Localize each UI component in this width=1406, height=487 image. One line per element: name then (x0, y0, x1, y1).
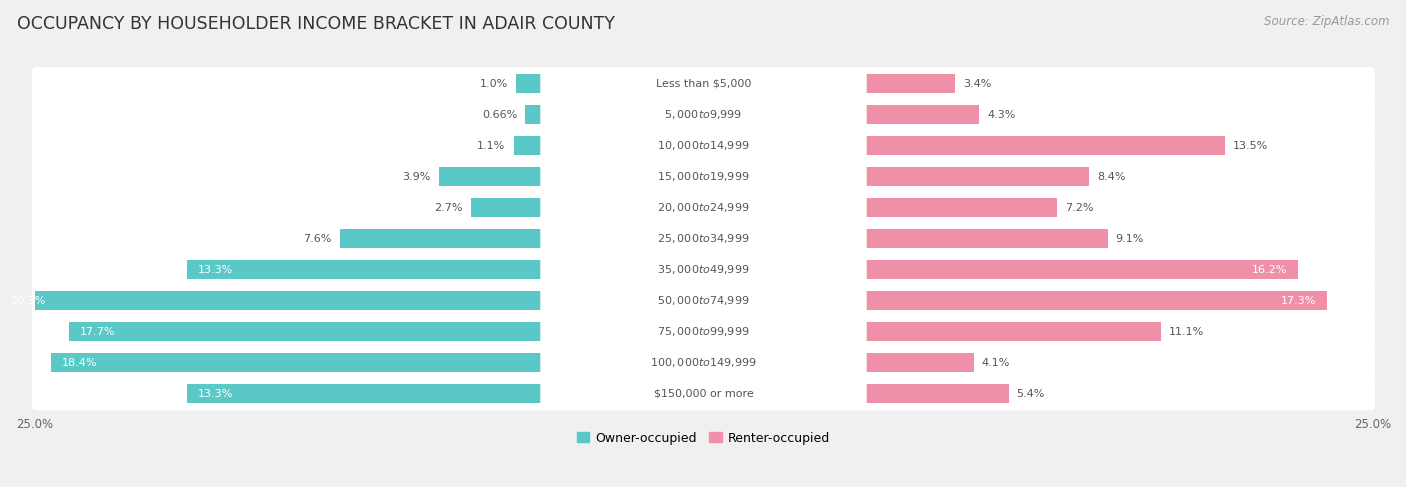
Text: $25,000 to $34,999: $25,000 to $34,999 (657, 232, 749, 245)
FancyBboxPatch shape (540, 381, 866, 406)
FancyBboxPatch shape (32, 191, 1375, 225)
Text: 1.0%: 1.0% (479, 79, 508, 89)
Text: 18.4%: 18.4% (62, 357, 97, 368)
Bar (865, 74, 955, 94)
FancyBboxPatch shape (540, 195, 866, 221)
FancyBboxPatch shape (540, 319, 866, 344)
Bar (865, 167, 1088, 187)
Text: 11.1%: 11.1% (1168, 327, 1205, 337)
Bar (187, 260, 543, 280)
FancyBboxPatch shape (32, 98, 1375, 131)
Bar (526, 105, 543, 124)
Bar (516, 74, 543, 94)
Text: 2.7%: 2.7% (434, 203, 463, 213)
FancyBboxPatch shape (32, 253, 1375, 286)
Text: Less than $5,000: Less than $5,000 (655, 79, 751, 89)
Text: 0.66%: 0.66% (482, 110, 517, 120)
Legend: Owner-occupied, Renter-occupied: Owner-occupied, Renter-occupied (572, 427, 835, 450)
Bar (865, 136, 1225, 155)
Bar (865, 322, 1161, 341)
Text: 13.3%: 13.3% (198, 389, 233, 399)
Text: 7.6%: 7.6% (304, 234, 332, 244)
Bar (865, 229, 1108, 248)
FancyBboxPatch shape (540, 257, 866, 282)
Text: 1.1%: 1.1% (477, 141, 506, 151)
Bar (51, 353, 543, 372)
Text: $150,000 or more: $150,000 or more (654, 389, 754, 399)
Bar (865, 291, 1327, 310)
Text: 7.2%: 7.2% (1064, 203, 1094, 213)
FancyBboxPatch shape (540, 71, 866, 96)
Text: 17.3%: 17.3% (1281, 296, 1316, 306)
Text: 3.9%: 3.9% (402, 172, 430, 182)
Text: $35,000 to $49,999: $35,000 to $49,999 (657, 263, 749, 276)
Text: $20,000 to $24,999: $20,000 to $24,999 (657, 201, 749, 214)
FancyBboxPatch shape (32, 315, 1375, 348)
FancyBboxPatch shape (32, 67, 1375, 101)
Bar (187, 384, 543, 403)
Bar (865, 353, 974, 372)
Bar (865, 260, 1298, 280)
Text: 5.4%: 5.4% (1017, 389, 1045, 399)
Text: 20.3%: 20.3% (10, 296, 46, 306)
Bar (340, 229, 543, 248)
Text: 17.7%: 17.7% (80, 327, 115, 337)
FancyBboxPatch shape (540, 164, 866, 189)
Text: 4.1%: 4.1% (981, 357, 1010, 368)
Text: 9.1%: 9.1% (1115, 234, 1144, 244)
Bar (865, 384, 1008, 403)
FancyBboxPatch shape (540, 288, 866, 314)
Text: $5,000 to $9,999: $5,000 to $9,999 (665, 108, 742, 121)
Text: 4.3%: 4.3% (987, 110, 1015, 120)
Bar (865, 105, 979, 124)
FancyBboxPatch shape (540, 133, 866, 158)
Text: $15,000 to $19,999: $15,000 to $19,999 (657, 170, 749, 183)
Text: 16.2%: 16.2% (1251, 265, 1286, 275)
Bar (471, 198, 543, 217)
FancyBboxPatch shape (32, 284, 1375, 318)
Bar (69, 322, 543, 341)
Bar (439, 167, 543, 187)
Text: 13.3%: 13.3% (198, 265, 233, 275)
FancyBboxPatch shape (32, 222, 1375, 256)
Text: $75,000 to $99,999: $75,000 to $99,999 (657, 325, 749, 338)
Text: $10,000 to $14,999: $10,000 to $14,999 (657, 139, 749, 152)
Bar (513, 136, 543, 155)
Bar (0, 291, 543, 310)
FancyBboxPatch shape (540, 226, 866, 251)
Bar (865, 198, 1057, 217)
FancyBboxPatch shape (32, 377, 1375, 411)
FancyBboxPatch shape (32, 160, 1375, 193)
Text: Source: ZipAtlas.com: Source: ZipAtlas.com (1264, 15, 1389, 28)
Text: 13.5%: 13.5% (1233, 141, 1268, 151)
Text: $50,000 to $74,999: $50,000 to $74,999 (657, 294, 749, 307)
Text: OCCUPANCY BY HOUSEHOLDER INCOME BRACKET IN ADAIR COUNTY: OCCUPANCY BY HOUSEHOLDER INCOME BRACKET … (17, 15, 614, 33)
FancyBboxPatch shape (32, 346, 1375, 379)
FancyBboxPatch shape (32, 129, 1375, 163)
Text: 3.4%: 3.4% (963, 79, 991, 89)
FancyBboxPatch shape (540, 350, 866, 375)
Text: $100,000 to $149,999: $100,000 to $149,999 (650, 356, 756, 369)
FancyBboxPatch shape (540, 102, 866, 128)
Text: 8.4%: 8.4% (1097, 172, 1125, 182)
